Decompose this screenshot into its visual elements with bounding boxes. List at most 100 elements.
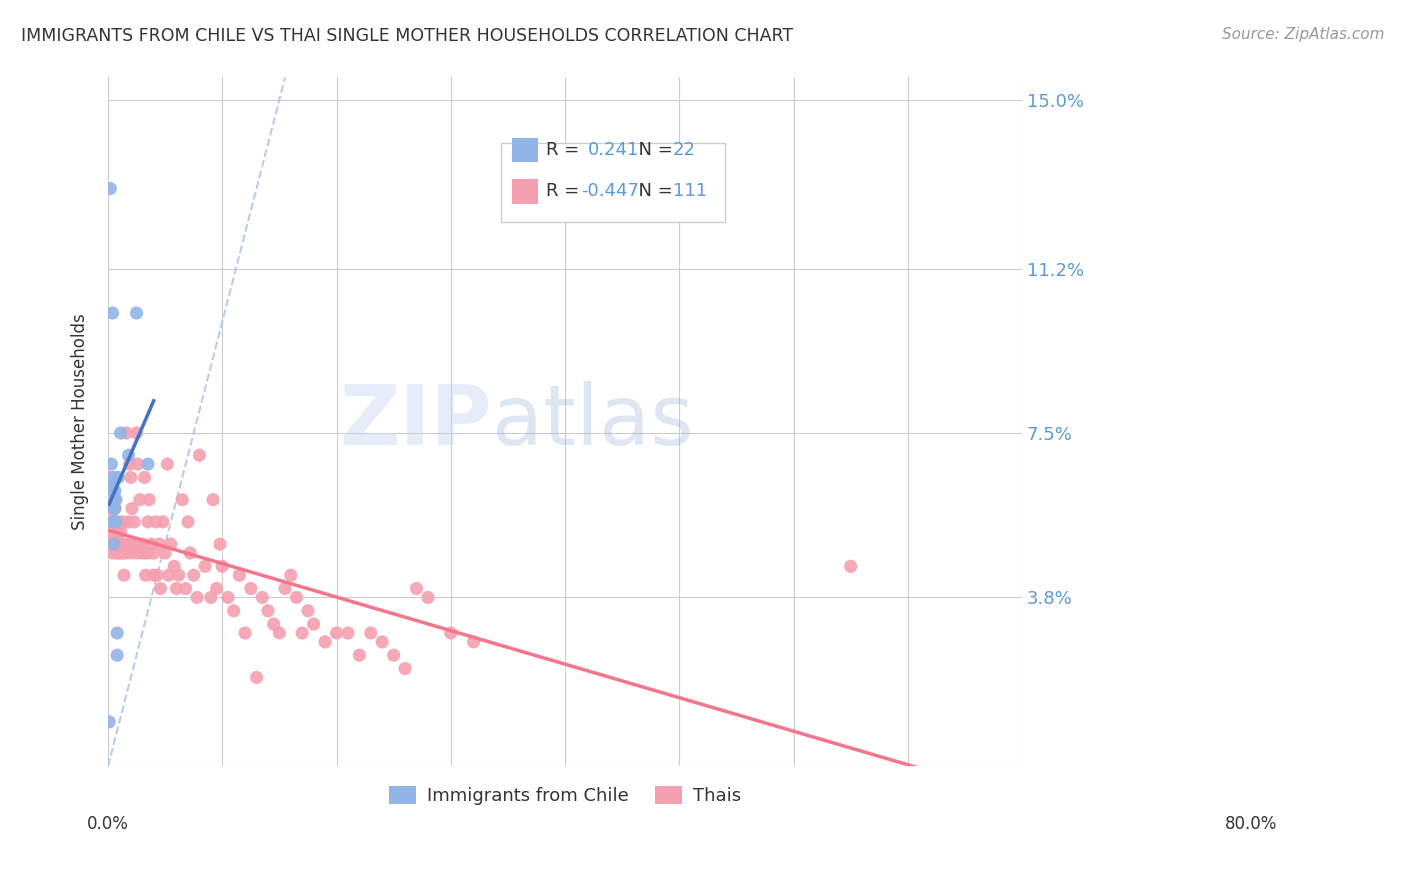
Text: ZIP: ZIP xyxy=(339,382,492,462)
Point xyxy=(101,546,124,560)
Point xyxy=(120,546,142,560)
Text: N =: N = xyxy=(627,141,679,159)
Point xyxy=(142,546,165,560)
Text: R =: R = xyxy=(546,182,585,200)
Point xyxy=(149,582,172,596)
Point xyxy=(104,501,127,516)
Point xyxy=(174,582,197,596)
Point xyxy=(211,559,233,574)
Point xyxy=(122,537,145,551)
Point xyxy=(105,626,128,640)
Point xyxy=(127,457,149,471)
Text: N =: N = xyxy=(627,182,679,200)
FancyBboxPatch shape xyxy=(512,179,537,203)
Point xyxy=(463,635,485,649)
Point xyxy=(228,568,250,582)
Point xyxy=(167,568,190,582)
Point xyxy=(135,546,157,560)
Point xyxy=(128,537,150,551)
Point xyxy=(100,483,122,498)
Text: 0.241: 0.241 xyxy=(588,141,640,159)
Point xyxy=(98,714,121,729)
Point xyxy=(108,515,131,529)
Point xyxy=(103,470,125,484)
Point xyxy=(104,483,127,498)
Point xyxy=(194,559,217,574)
Point xyxy=(117,448,139,462)
Point xyxy=(125,425,148,440)
Text: -0.447: -0.447 xyxy=(582,182,640,200)
Point xyxy=(136,546,159,560)
Point xyxy=(177,515,200,529)
Point xyxy=(146,568,169,582)
Point xyxy=(371,635,394,649)
Point xyxy=(103,537,125,551)
Point xyxy=(405,582,427,596)
Point xyxy=(110,546,132,560)
Point xyxy=(103,501,125,516)
Point xyxy=(101,515,124,529)
Point xyxy=(138,492,160,507)
Point xyxy=(297,604,319,618)
Point xyxy=(101,479,124,493)
Point xyxy=(245,670,267,684)
Point xyxy=(107,546,129,560)
Point xyxy=(101,515,124,529)
Point xyxy=(107,528,129,542)
Point xyxy=(141,537,163,551)
Y-axis label: Single Mother Households: Single Mother Households xyxy=(72,313,89,530)
Point xyxy=(136,515,159,529)
Point xyxy=(302,617,325,632)
Point xyxy=(105,648,128,663)
Point xyxy=(257,604,280,618)
Point xyxy=(153,546,176,560)
Text: 80.0%: 80.0% xyxy=(1225,814,1277,832)
Point xyxy=(104,492,127,507)
Point xyxy=(125,306,148,320)
Text: 111: 111 xyxy=(673,182,707,200)
Point xyxy=(117,515,139,529)
Point xyxy=(440,626,463,640)
Point xyxy=(188,448,211,462)
Point xyxy=(280,568,302,582)
Point xyxy=(416,591,439,605)
Point xyxy=(200,591,222,605)
Point xyxy=(336,626,359,640)
Point xyxy=(114,537,136,551)
Point xyxy=(105,537,128,551)
Point xyxy=(394,661,416,675)
Point xyxy=(163,559,186,574)
Point xyxy=(104,492,127,507)
Point xyxy=(111,546,134,560)
Text: 22: 22 xyxy=(673,141,696,159)
Point xyxy=(111,537,134,551)
Point xyxy=(156,457,179,471)
Point xyxy=(105,524,128,538)
Point xyxy=(269,626,291,640)
Point xyxy=(104,546,127,560)
Point xyxy=(202,492,225,507)
Point xyxy=(179,546,201,560)
Point xyxy=(186,591,208,605)
Point xyxy=(131,537,153,551)
Point xyxy=(233,626,256,640)
Point xyxy=(291,626,314,640)
Point xyxy=(98,470,121,484)
Point xyxy=(172,492,194,507)
Text: IMMIGRANTS FROM CHILE VS THAI SINGLE MOTHER HOUSEHOLDS CORRELATION CHART: IMMIGRANTS FROM CHILE VS THAI SINGLE MOT… xyxy=(21,27,793,45)
Point xyxy=(98,181,121,195)
Point xyxy=(131,546,153,560)
Point xyxy=(183,568,205,582)
Point xyxy=(252,591,274,605)
Point xyxy=(112,568,135,582)
Point xyxy=(110,425,132,440)
Point xyxy=(98,528,121,542)
Point xyxy=(101,306,124,320)
Point xyxy=(135,568,157,582)
Point xyxy=(325,626,347,640)
Point xyxy=(115,425,138,440)
Point xyxy=(222,604,245,618)
Legend: Immigrants from Chile, Thais: Immigrants from Chile, Thais xyxy=(381,779,748,813)
Point xyxy=(839,559,862,574)
Point xyxy=(118,457,141,471)
